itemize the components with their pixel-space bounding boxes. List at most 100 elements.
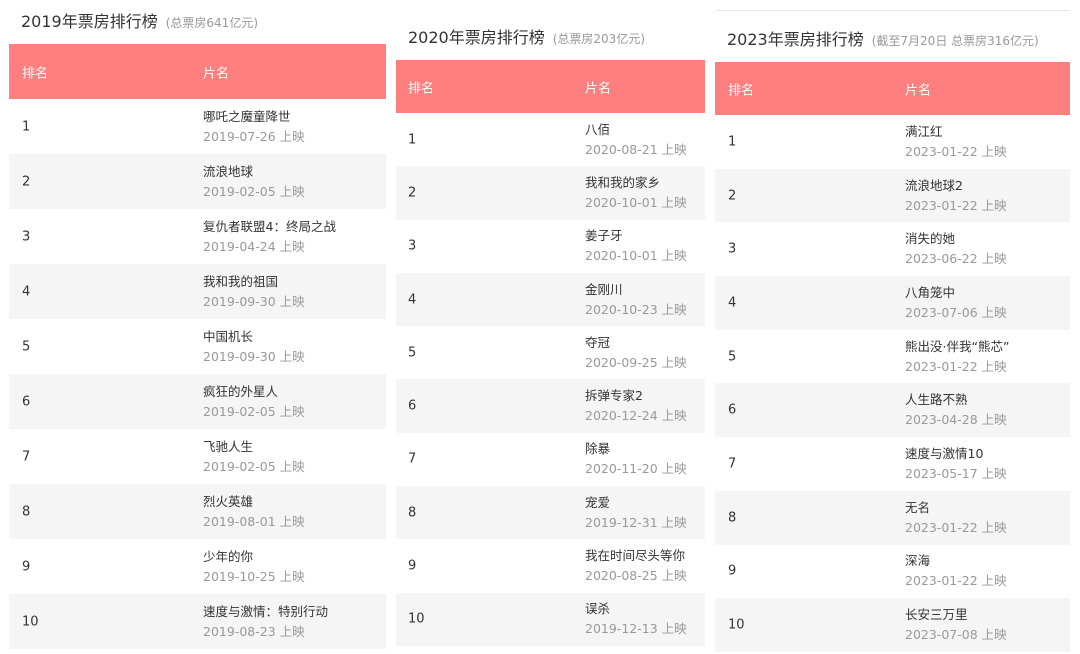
table-body: 1 哪吒之魔童降世 2019-07-26 上映 2 流浪地球 2019-02-0… <box>9 99 386 649</box>
release-date: 2023-05-17 上映 <box>905 465 1007 481</box>
release-date: 2023-07-08 上映 <box>905 627 1007 643</box>
table-row: 5 熊出没·伴我“熊芯” 2023-01-22 上映 <box>715 330 1070 384</box>
release-date: 2023-07-06 上映 <box>905 304 1007 320</box>
rank-cell: 7 <box>728 456 737 472</box>
release-date: 2023-01-22 上映 <box>905 358 1007 374</box>
film-cell: 人生路不熟 2023-04-28 上映 <box>905 390 1007 430</box>
table-row: 7 飞驰人生 2019-02-05 上映 <box>9 429 386 484</box>
film-name: 夺冠 <box>585 334 611 350</box>
film-cell: 少年的你 2019-10-25 上映 <box>203 547 305 587</box>
table-row: 1 哪吒之魔童降世 2019-07-26 上映 <box>9 99 386 154</box>
rank-cell: 9 <box>408 558 417 574</box>
release-date: 2019-07-26 上映 <box>203 128 305 144</box>
film-name: 长安三万里 <box>905 607 968 623</box>
release-date: 2020-08-25 上映 <box>585 568 687 584</box>
table-body: 1 满江红 2023-01-22 上映 2 流浪地球2 2023-01-22 上… <box>715 115 1070 652</box>
rank-cell: 9 <box>728 563 737 579</box>
release-date: 2020-10-23 上映 <box>585 301 687 317</box>
release-date: 2020-08-21 上映 <box>585 141 687 157</box>
panel-heading: 2019年票房排行榜 <box>21 12 158 31</box>
film-cell: 误杀 2019-12-13 上映 <box>585 599 687 639</box>
table-row: 5 夺冠 2020-09-25 上映 <box>396 326 705 379</box>
rank-cell: 9 <box>22 559 31 574</box>
release-date: 2019-10-25 上映 <box>203 568 305 584</box>
table-row: 9 我在时间尽头等你 2020-08-25 上映 <box>396 539 705 592</box>
ranking-panel: 2019年票房排行榜 (总票房641亿元) 排名 片名 1 哪吒之魔童降世 201… <box>9 0 386 654</box>
column-header-rank: 排名 <box>408 81 435 96</box>
film-cell: 宠爱 2019-12-31 上映 <box>585 493 687 533</box>
release-date: 2020-10-01 上映 <box>585 248 687 264</box>
table-row: 7 除暴 2020-11-20 上映 <box>396 433 705 486</box>
table-row: 3 消失的她 2023-06-22 上映 <box>715 222 1070 276</box>
film-name: 熊出没·伴我“熊芯” <box>905 338 1010 354</box>
film-cell: 速度与激情：特别行动 2019-08-23 上映 <box>203 602 328 642</box>
table-header: 排名 片名 <box>715 62 1070 115</box>
film-name: 消失的她 <box>905 231 956 247</box>
rank-cell: 8 <box>22 504 31 519</box>
rank-cell: 7 <box>22 449 31 464</box>
rank-cell: 2 <box>22 174 31 189</box>
release-date: 2019-08-23 上映 <box>203 623 305 639</box>
release-date: 2019-02-05 上映 <box>203 403 305 419</box>
film-name: 除暴 <box>585 441 611 457</box>
film-cell: 疯狂的外星人 2019-02-05 上映 <box>203 382 305 422</box>
table-row: 4 我和我的祖国 2019-09-30 上映 <box>9 264 386 319</box>
rank-cell: 6 <box>728 402 737 418</box>
table-row: 7 速度与激情10 2023-05-17 上映 <box>715 437 1070 491</box>
rank-cell: 10 <box>728 617 745 633</box>
release-date: 2020-11-20 上映 <box>585 461 687 477</box>
film-name: 深海 <box>905 553 931 569</box>
column-header-film: 片名 <box>203 66 230 81</box>
table-row: 6 疯狂的外星人 2019-02-05 上映 <box>9 374 386 429</box>
film-name: 我和我的家乡 <box>585 174 661 190</box>
panel-subtitle: (截至7月20日 总票房316亿元) <box>871 34 1039 48</box>
film-cell: 除暴 2020-11-20 上映 <box>585 439 687 479</box>
film-name: 人生路不熟 <box>905 392 968 408</box>
rank-cell: 6 <box>22 394 31 409</box>
table-row: 10 长安三万里 2023-07-08 上映 <box>715 598 1070 652</box>
film-cell: 我在时间尽头等你 2020-08-25 上映 <box>585 546 687 586</box>
release-date: 2020-12-24 上映 <box>585 408 687 424</box>
film-cell: 中国机长 2019-09-30 上映 <box>203 327 305 367</box>
film-cell: 流浪地球2 2023-01-22 上映 <box>905 176 1007 216</box>
rank-cell: 5 <box>728 349 737 365</box>
table-row: 9 少年的你 2019-10-25 上映 <box>9 539 386 594</box>
rank-cell: 4 <box>728 295 737 311</box>
film-cell: 速度与激情10 2023-05-17 上映 <box>905 444 1007 484</box>
film-cell: 复仇者联盟4：终局之战 2019-04-24 上映 <box>203 217 336 257</box>
divider <box>715 10 1070 11</box>
film-cell: 夺冠 2020-09-25 上映 <box>585 333 687 373</box>
rank-cell: 5 <box>408 345 417 361</box>
film-name: 速度与激情：特别行动 <box>203 603 329 619</box>
table-row: 3 姜子牙 2020-10-01 上映 <box>396 220 705 273</box>
film-name: 飞驰人生 <box>203 438 254 454</box>
release-date: 2019-04-24 上映 <box>203 238 305 254</box>
film-name: 我和我的祖国 <box>203 273 279 289</box>
film-cell: 飞驰人生 2019-02-05 上映 <box>203 437 305 477</box>
table-row: 2 我和我的家乡 2020-10-01 上映 <box>396 166 705 220</box>
table-row: 8 烈火英雄 2019-08-01 上映 <box>9 484 386 539</box>
release-date: 2023-01-22 上映 <box>905 519 1007 535</box>
rank-cell: 3 <box>22 229 31 244</box>
rank-cell: 7 <box>408 451 417 467</box>
panel-subtitle: (总票房203亿元) <box>552 32 646 46</box>
panel-heading: 2020年票房排行榜 <box>408 28 545 47</box>
film-name: 疯狂的外星人 <box>203 383 279 399</box>
table-row: 5 中国机长 2019-09-30 上映 <box>9 319 386 374</box>
release-date: 2019-02-05 上映 <box>203 458 305 474</box>
release-date: 2019-12-13 上映 <box>585 621 687 637</box>
rank-cell: 2 <box>728 188 737 204</box>
release-date: 2023-01-22 上映 <box>905 573 1007 589</box>
film-cell: 消失的她 2023-06-22 上映 <box>905 229 1007 269</box>
ranking-panel: 2023年票房排行榜 (截至7月20日 总票房316亿元) 排名 片名 1 满江红… <box>715 0 1070 654</box>
table-header: 排名 片名 <box>396 60 705 113</box>
table-body: 1 八佰 2020-08-21 上映 2 我和我的家乡 2020-10-01 上… <box>396 113 705 646</box>
column-header-film: 片名 <box>585 81 612 96</box>
film-name: 拆弹专家2 <box>585 388 643 404</box>
table-row: 10 误杀 2019-12-13 上映 <box>396 592 705 646</box>
table-row: 6 拆弹专家2 2020-12-24 上映 <box>396 379 705 433</box>
film-cell: 无名 2023-01-22 上映 <box>905 498 1007 538</box>
film-cell: 拆弹专家2 2020-12-24 上映 <box>585 386 687 426</box>
film-name: 宠爱 <box>585 494 611 510</box>
film-cell: 金刚川 2020-10-23 上映 <box>585 280 687 320</box>
